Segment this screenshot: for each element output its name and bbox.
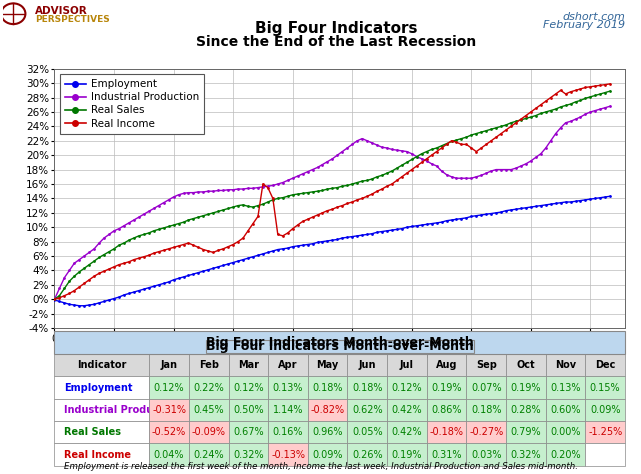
Text: Big Four Indicators Month-over-Month: Big Four Indicators Month-over-Month xyxy=(206,336,474,349)
Legend: Employment, Industrial Production, Real Sales, Real Income: Employment, Industrial Production, Real … xyxy=(60,74,204,134)
Text: Employment is released the first week of the month, Income the last week, Indust: Employment is released the first week of… xyxy=(63,462,578,471)
Text: Big Four Indicators: Big Four Indicators xyxy=(255,21,418,36)
Text: dshort.com: dshort.com xyxy=(562,12,625,22)
Text: Since the End of the Last Recession: Since the End of the Last Recession xyxy=(196,35,477,49)
X-axis label: Years Since the 2009 Trough: Years Since the 2009 Trough xyxy=(246,348,434,361)
FancyBboxPatch shape xyxy=(54,331,625,354)
Text: February 2019: February 2019 xyxy=(543,20,625,30)
Text: ADVISOR: ADVISOR xyxy=(35,6,88,16)
Text: Big Four Indicators Month-over-Month: Big Four Indicators Month-over-Month xyxy=(206,340,474,353)
Text: PERSPECTIVES: PERSPECTIVES xyxy=(35,15,110,24)
